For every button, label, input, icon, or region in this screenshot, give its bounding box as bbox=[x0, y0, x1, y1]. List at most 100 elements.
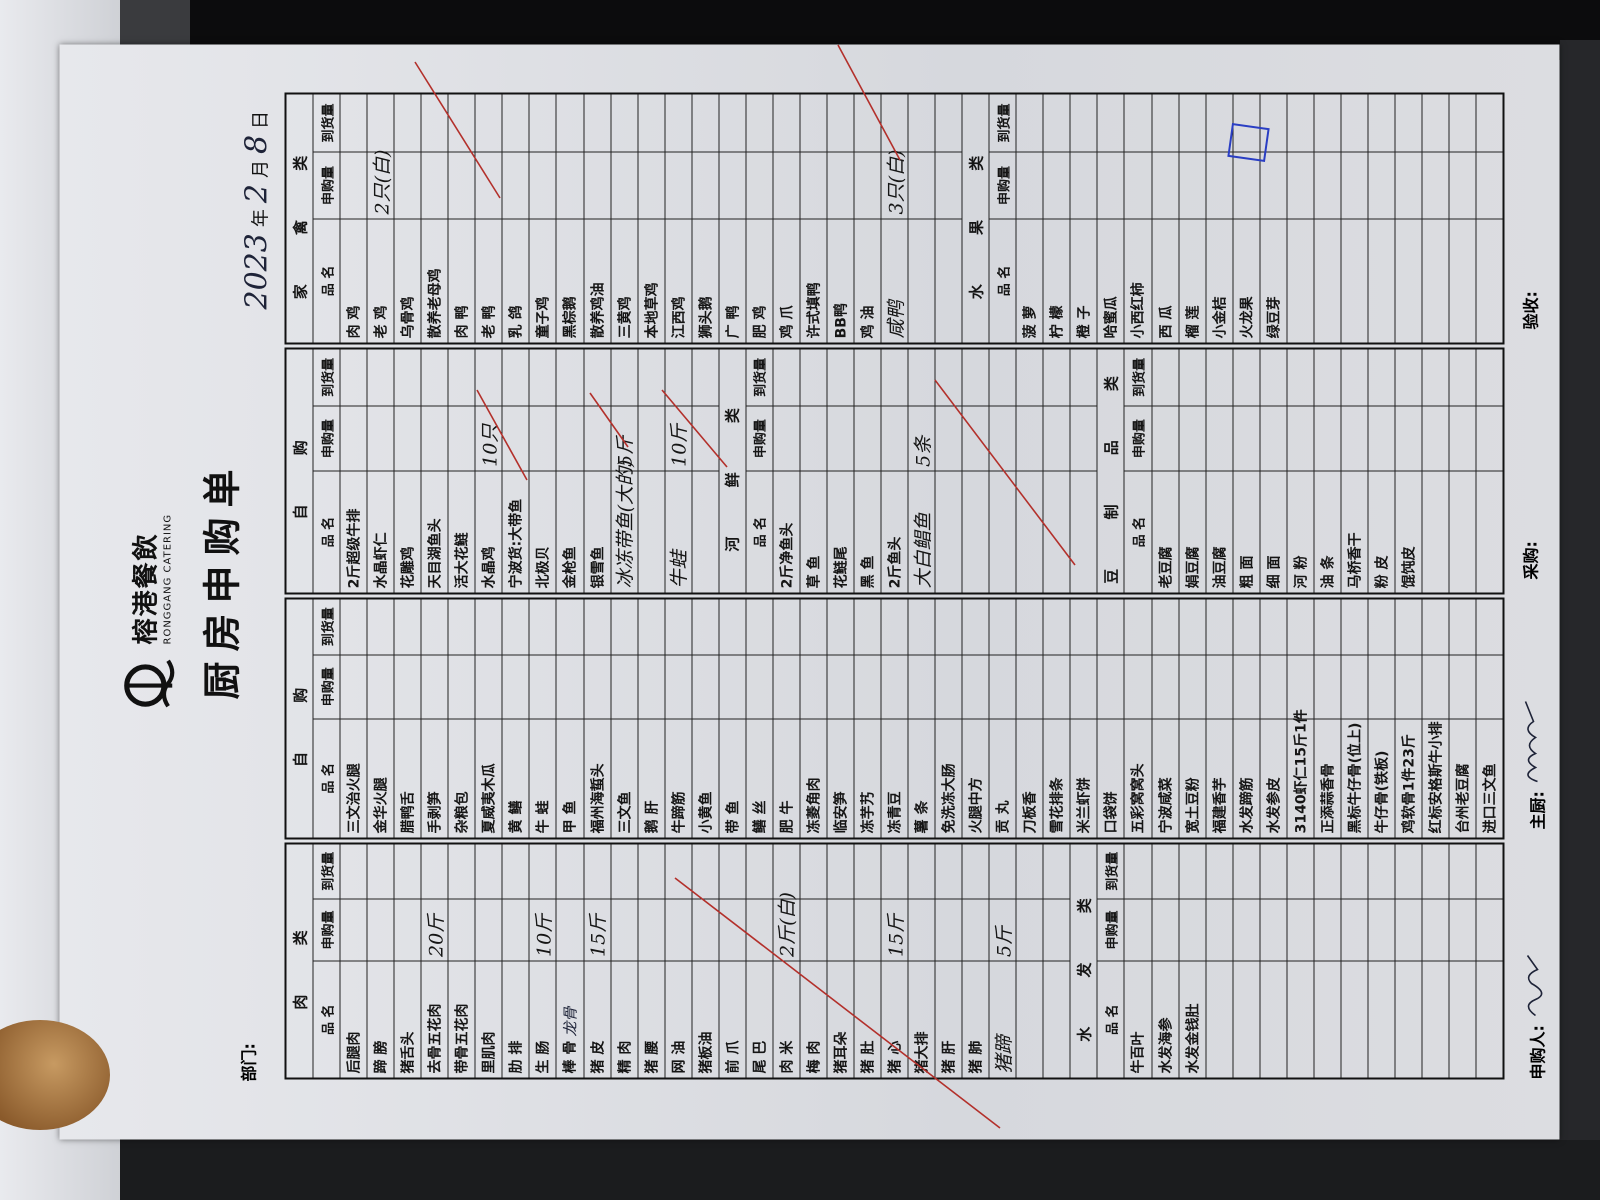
table-row: 花鲢尾 bbox=[827, 349, 855, 593]
item-name-text: 老 鸡 bbox=[373, 305, 390, 339]
item-name-text: 带骨五花肉 bbox=[454, 1003, 471, 1074]
request-quantity bbox=[448, 405, 475, 471]
table-row: 2斤鱼头 bbox=[881, 349, 909, 593]
arrived-quantity bbox=[1152, 95, 1178, 152]
arrived-quantity bbox=[1314, 349, 1340, 405]
request-quantity bbox=[1395, 405, 1422, 471]
item-name-text: 水发参皮 bbox=[1266, 777, 1283, 834]
item-name: 水发金钱肚 bbox=[1179, 960, 1206, 1078]
request-quantity bbox=[746, 654, 773, 719]
request-quantity bbox=[1043, 898, 1070, 961]
item-name: 蹄 膀 bbox=[367, 960, 394, 1078]
request-quantity bbox=[1314, 898, 1341, 961]
arrived-quantity bbox=[936, 844, 962, 898]
arrived-quantity bbox=[719, 95, 745, 152]
table-row bbox=[1368, 94, 1396, 343]
item-name: 大白鲳鱼 bbox=[908, 470, 935, 593]
request-quantity bbox=[584, 151, 611, 219]
item-name-text: 河 粉 bbox=[1293, 555, 1310, 589]
table-row: 刀板香 bbox=[1016, 599, 1044, 838]
table-column-group: 家 禽 类品 名申购量 到货量肉 鸡老 鸡 2只(白) 乌骨鸡 散养老母鸡肉 鸭老 鸭乳… bbox=[284, 92, 1505, 345]
item-name: 油豆腐 bbox=[1206, 470, 1233, 593]
request-quantity bbox=[1152, 654, 1179, 719]
request-quantity bbox=[611, 654, 638, 719]
header-name: 品 名 bbox=[313, 718, 340, 838]
arrived-quantity bbox=[1341, 349, 1367, 405]
brand-name-cn: 榕港餐飲 bbox=[131, 532, 162, 645]
item-name: 许式填鸭 bbox=[800, 218, 827, 343]
item-name: 草 鱼 bbox=[800, 470, 827, 593]
arrived-quantity bbox=[422, 599, 448, 654]
item-name: 免洗冻大肠 bbox=[935, 718, 962, 838]
item-name bbox=[692, 470, 719, 593]
arrived-quantity bbox=[800, 95, 826, 152]
request-quantity: 2斤(白) bbox=[773, 892, 800, 961]
request-quantity bbox=[827, 654, 854, 719]
arrived-quantity bbox=[1450, 844, 1476, 898]
request-quantity bbox=[1179, 898, 1206, 961]
request-quantity bbox=[746, 898, 773, 961]
item-name-text: 梅 肉 bbox=[806, 1040, 823, 1074]
request-quantity bbox=[1233, 654, 1260, 719]
arrived-quantity bbox=[368, 349, 394, 405]
table-row: 肉 米 2斤(白) bbox=[773, 844, 801, 1078]
date-day: 8 bbox=[239, 134, 275, 155]
item-name: 网 油 bbox=[665, 960, 692, 1078]
table-row: 江西鸡 bbox=[665, 94, 693, 343]
category-title-row: 自 购 bbox=[286, 349, 314, 593]
arrived-quantity bbox=[1450, 349, 1476, 405]
arrived-quantity bbox=[341, 95, 367, 152]
item-name: 金枪鱼 bbox=[556, 470, 584, 593]
item-name: 2斤净鱼头 bbox=[773, 470, 800, 593]
table-row: 宁波咸菜 bbox=[1152, 599, 1180, 838]
item-name: 贡 丸 bbox=[989, 718, 1016, 838]
arrived-quantity bbox=[1395, 349, 1421, 405]
request-quantity bbox=[1287, 405, 1314, 471]
table-row: 粗 面 bbox=[1233, 349, 1261, 593]
item-name: 细 面 bbox=[1260, 470, 1287, 593]
item-name-text: 雪花排条 bbox=[1049, 777, 1066, 834]
table-row: 西 瓜 bbox=[1152, 94, 1180, 343]
item-name-text: 小西红柿 bbox=[1130, 282, 1147, 339]
category-title-row: 肉 类 bbox=[286, 844, 314, 1078]
table-row bbox=[935, 349, 963, 593]
table-row bbox=[1449, 349, 1477, 593]
item-name-text: 猪 腰 bbox=[644, 1040, 661, 1074]
arrived-quantity bbox=[1260, 349, 1286, 405]
item-name-text: 腊鸭舌 bbox=[400, 791, 417, 834]
background-right bbox=[1560, 40, 1600, 1140]
table-row: 冻芋艿 bbox=[854, 599, 882, 838]
item-name-text: 里肌肉 bbox=[481, 1031, 498, 1074]
item-name-text: 油 条 bbox=[1320, 555, 1337, 589]
item-name: 水晶鸡 bbox=[475, 470, 502, 593]
table-row: 网 油 bbox=[665, 844, 693, 1078]
table-row: 雪花排条 bbox=[1043, 599, 1071, 838]
item-name-text: 2斤鱼头 bbox=[887, 536, 904, 589]
request-quantity bbox=[1152, 151, 1179, 219]
arrived-quantity bbox=[584, 95, 610, 152]
request-quantity bbox=[448, 654, 475, 719]
column-header-row: 品 名申购量 到货量 bbox=[989, 94, 1017, 343]
item-name: 肥 牛 bbox=[773, 718, 800, 838]
table-row: 老豆腐 bbox=[1152, 349, 1180, 593]
table-row: 薯 条 bbox=[908, 599, 936, 838]
item-name bbox=[1233, 960, 1260, 1078]
arrived-quantity bbox=[341, 599, 367, 654]
table-row: 许式填鸭 bbox=[800, 94, 828, 343]
item-name-text: 鸡 爪 bbox=[779, 305, 796, 339]
item-name: 牛蹄筋 bbox=[665, 718, 692, 838]
arrived-quantity bbox=[1395, 599, 1421, 654]
arrived-quantity bbox=[1179, 349, 1205, 405]
table-row: 水发金钱肚 bbox=[1179, 844, 1207, 1078]
item-name: 老 鸭 bbox=[475, 218, 502, 343]
item-name-text: 棒 骨 bbox=[562, 1040, 579, 1074]
request-quantity bbox=[1422, 898, 1449, 961]
request-quantity bbox=[638, 405, 665, 471]
table-row: 肥 牛 bbox=[773, 599, 801, 838]
request-quantity bbox=[1206, 151, 1233, 219]
table-row: 水晶虾仁 bbox=[367, 349, 395, 593]
table-row: 花雕鸡 bbox=[394, 349, 422, 593]
arrived-quantity bbox=[1477, 844, 1503, 898]
item-name: 3140虾仁15斤1件 bbox=[1287, 709, 1314, 838]
header-request: 申购量 bbox=[313, 405, 340, 471]
